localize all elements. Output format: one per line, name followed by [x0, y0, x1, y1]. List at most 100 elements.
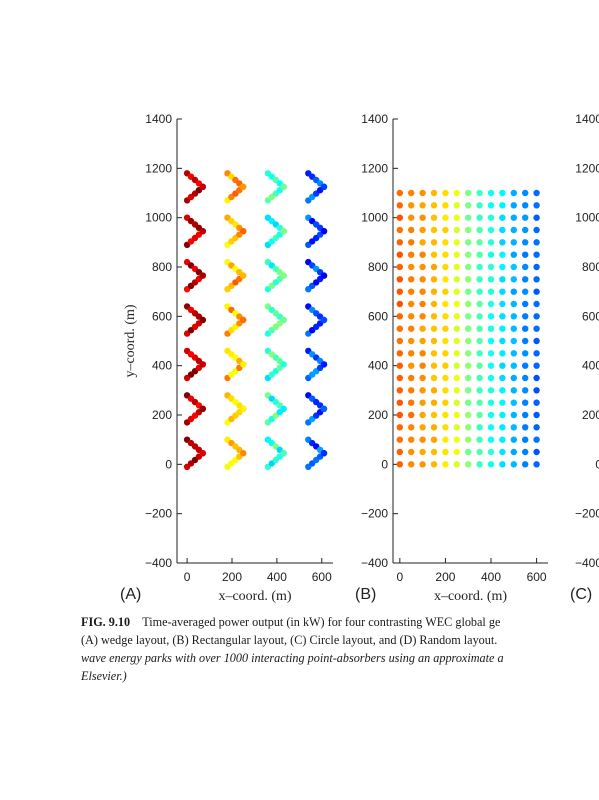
- wec-device-point: [408, 461, 415, 468]
- wec-device-point: [499, 337, 506, 345]
- wec-device-point: [442, 424, 449, 431]
- wec-device-point: [533, 214, 540, 221]
- wec-device-point: [442, 325, 449, 332]
- wec-device-point: [499, 325, 506, 332]
- wec-device-point: [419, 263, 426, 271]
- wec-device-point: [465, 263, 472, 271]
- wec-device-point: [453, 448, 460, 456]
- caption-line-1-text: Time-averaged power output (in kW) for f…: [142, 615, 501, 629]
- wec-device-point: [522, 239, 529, 246]
- wec-device-point: [408, 214, 415, 221]
- wec-device-point: [522, 448, 529, 456]
- wec-device-point: [240, 405, 247, 412]
- wec-device-point: [533, 362, 540, 369]
- wec-device-point: [476, 300, 483, 308]
- wec-device-point: [476, 226, 483, 234]
- wec-device-point: [199, 272, 206, 279]
- wec-device-point: [465, 251, 472, 258]
- panel-b-x-tick-label: 600: [527, 570, 547, 584]
- wec-device-point: [453, 362, 460, 369]
- wec-device-point: [465, 325, 472, 332]
- wec-device-point: [396, 325, 403, 332]
- panel-a-y-axis-title: y–coord. (m): [123, 304, 138, 377]
- wec-device-point: [476, 436, 483, 443]
- wec-device-point: [499, 424, 506, 431]
- wec-device-point: [510, 288, 517, 295]
- wec-device-point: [487, 251, 495, 258]
- panel-a-y-tick-label: 1400: [145, 112, 172, 126]
- wec-device-point: [533, 226, 540, 234]
- wec-device-point: [419, 350, 426, 357]
- wec-device-point: [430, 461, 438, 468]
- panel-c-y-tick-label: 0: [595, 457, 599, 471]
- wec-device-point: [442, 313, 449, 320]
- wec-device-point: [510, 337, 517, 345]
- figure-caption: FIG. 9.10 Time-averaged power output (in…: [81, 613, 599, 685]
- wec-device-point: [408, 399, 415, 406]
- wec-device-point: [487, 411, 495, 419]
- wec-device-point: [430, 387, 438, 394]
- wec-device-point: [510, 276, 517, 283]
- wec-device-point: [476, 399, 483, 406]
- wec-device-point: [465, 362, 472, 369]
- wec-device-point: [240, 272, 247, 279]
- panel-a-y-tick-label: 0: [165, 457, 172, 471]
- wec-device-point: [320, 405, 328, 412]
- wec-device-point: [240, 361, 247, 368]
- wec-device-point: [280, 316, 287, 324]
- wec-device-point: [396, 374, 403, 382]
- wec-device-point: [499, 263, 506, 271]
- wec-device-point: [522, 461, 529, 468]
- wec-device-point: [465, 399, 472, 406]
- wec-device-point: [430, 436, 438, 443]
- wec-device-point: [280, 450, 287, 457]
- wec-device-point: [510, 362, 517, 369]
- wec-device-point: [465, 276, 472, 283]
- wec-device-point: [199, 183, 206, 190]
- wec-device-point: [396, 239, 403, 246]
- wec-device-point: [533, 251, 540, 258]
- wec-device-point: [430, 399, 438, 406]
- wec-device-point: [510, 239, 517, 246]
- wec-device-point: [396, 436, 403, 443]
- wec-device-point: [499, 239, 506, 246]
- wec-device-point: [430, 263, 438, 271]
- wec-device-point: [408, 300, 415, 308]
- wec-device-point: [499, 300, 506, 308]
- wec-device-point: [476, 448, 483, 456]
- panel-b-y-tick-label: 800: [368, 260, 388, 274]
- wec-device-point: [510, 313, 517, 320]
- wec-device-point: [499, 189, 506, 197]
- panel-a-x-tick-label: 200: [222, 570, 242, 584]
- wec-device-point: [199, 450, 206, 457]
- caption-figure-number: FIG. 9.10: [81, 615, 131, 629]
- wec-device-point: [465, 214, 472, 221]
- wec-device-point: [240, 316, 247, 324]
- wec-device-point: [453, 424, 460, 431]
- panel-b-y-tick-label: 600: [368, 309, 388, 323]
- wec-device-point: [533, 337, 540, 345]
- wec-device-point: [430, 214, 438, 221]
- caption-line-3: wave energy parks with over 1000 interac…: [81, 651, 504, 665]
- wec-device-point: [510, 399, 517, 406]
- wec-device-point: [408, 411, 415, 419]
- wec-device-point: [499, 214, 506, 221]
- wec-device-point: [465, 350, 472, 357]
- wec-device-point: [453, 239, 460, 246]
- wec-device-point: [453, 399, 460, 406]
- wec-device-point: [453, 436, 460, 443]
- wec-device-point: [453, 189, 460, 197]
- wec-device-point: [408, 350, 415, 357]
- wec-device-point: [453, 288, 460, 295]
- wec-device-point: [453, 226, 460, 234]
- wec-device-point: [510, 424, 517, 431]
- wec-device-point: [419, 313, 426, 320]
- wec-device-point: [442, 337, 449, 345]
- wec-device-point: [533, 448, 540, 456]
- wec-device-point: [522, 350, 529, 357]
- wec-device-point: [453, 350, 460, 357]
- wec-device-point: [487, 214, 495, 221]
- wec-device-point: [510, 202, 517, 209]
- wec-device-point: [396, 448, 403, 456]
- wec-device-point: [465, 189, 472, 197]
